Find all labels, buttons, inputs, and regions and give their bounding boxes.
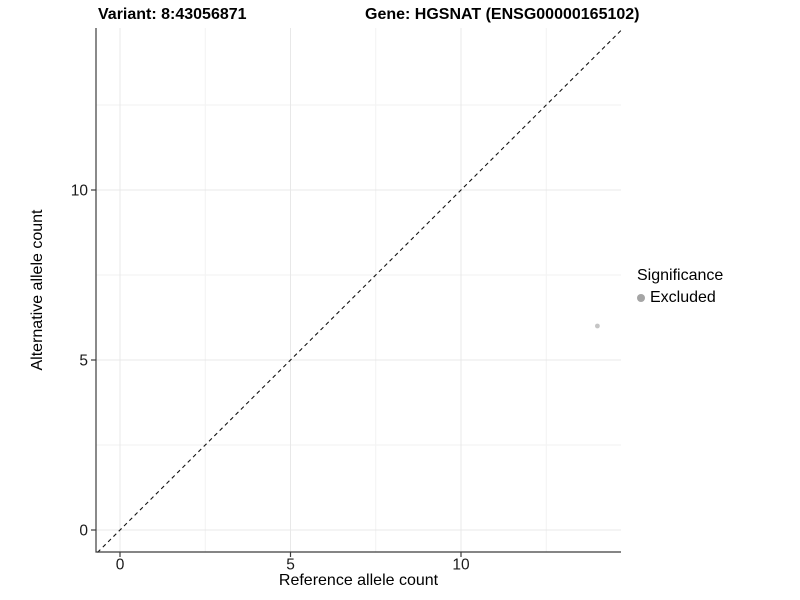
y-tick-label: 5 [79, 353, 88, 370]
x-tick-label: 10 [452, 557, 470, 574]
x-tick-label: 0 [116, 557, 125, 574]
variant-title: Variant: 8:43056871 [98, 6, 247, 23]
x-tick-label: 5 [286, 557, 295, 574]
legend-item-excluded: Excluded [637, 289, 723, 307]
legend-item-label: Excluded [650, 289, 716, 306]
identity-line [97, 29, 622, 553]
y-axis-label: Alternative allele count [29, 209, 46, 371]
gene-title: Gene: HGSNAT (ENSG00000165102) [365, 6, 640, 23]
x-axis-label: Reference allele count [278, 572, 439, 589]
legend-point-icon [637, 294, 645, 302]
y-tick-label: 10 [71, 183, 89, 200]
legend: Significance Excluded [637, 267, 723, 307]
legend-title: Significance [637, 267, 724, 284]
data-point [595, 323, 600, 329]
y-tick-label: 0 [79, 523, 88, 540]
axis-lines [95, 28, 621, 553]
